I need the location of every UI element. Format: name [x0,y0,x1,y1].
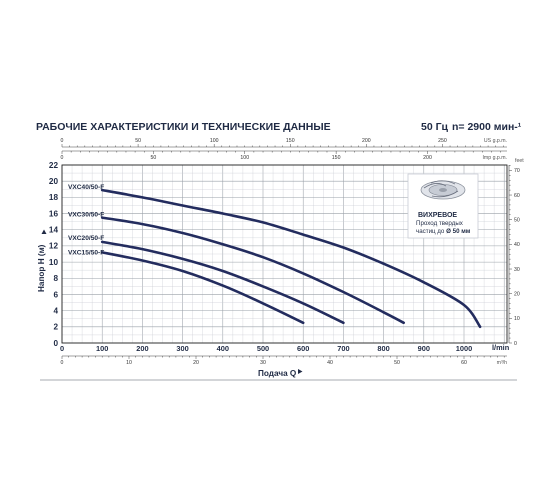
y-tick-label: 18 [49,193,59,202]
m3h-tick-label: 10 [126,360,132,366]
x-tick-label: 600 [297,344,309,353]
x-tick-label: 100 [96,344,108,353]
y-tick-label: 10 [49,258,59,267]
inset-box: ВИХРЕВОЕ Проход твердых частиц до Ø 50 м… [407,173,479,239]
x-tick-label: 300 [176,344,188,353]
inset-line2: частиц до Ø 50 мм [416,228,471,235]
y-tick-label: 14 [49,226,59,235]
y-tick-label: 4 [53,306,58,315]
frequency-label: 50 Гц [421,121,449,133]
curve-label-vxc40-50-f: VXC40/50-F [68,184,104,191]
m3h-tick-label: 40 [327,360,333,366]
y-tick-label: 20 [49,177,59,186]
x-tick-label: 200 [136,344,148,353]
x-tick-label: 900 [418,344,430,353]
imp-tick-label: 100 [240,155,249,161]
feet-tick-label: 60 [514,193,520,199]
x-tick-label: 500 [257,344,269,353]
inset-line2-prefix: частиц до [416,228,446,235]
chart-title: РАБОЧИЕ ХАРАКТЕРИСТИКИ И ТЕХНИЧЕСКИЕ ДАН… [36,121,331,133]
us-tick-label: 100 [210,138,219,144]
y-axis-arrow-icon [41,229,47,234]
m3h-unit-label: m³/h [497,360,507,366]
imp-gpm-axis: 0 50 100 150 200 Imp g.p.m. [61,150,507,161]
feet-tick-label: 20 [514,291,520,297]
x-tick-label: 400 [217,344,229,353]
feet-tick-label: 0 [514,341,517,347]
us-unit-label: US g.p.m. [484,138,507,144]
curve-label-vxc20-50-f: VXC20/50-F [68,235,104,242]
y-axis-ticks: 0 2 4 6 8 10 12 14 16 18 20 22 [49,161,59,348]
m3h-tick-label: 0 [61,360,64,366]
imp-tick-label: 150 [332,155,341,161]
m3h-tick-label: 20 [193,360,199,366]
curve-vxc20-50-f [100,240,345,325]
feet-tick-label: 70 [514,168,520,174]
y-tick-label: 22 [49,161,59,170]
us-tick-label: 250 [438,138,447,144]
feet-tick-label: 10 [514,316,520,322]
curve-label-vxc30-50-f: VXC30/50-F [68,212,104,219]
curve-vxc15-50-f [100,251,305,325]
x-axis-unit: l/min [492,343,510,352]
us-tick-label: 150 [286,138,295,144]
feet-tick-label: 30 [514,267,520,273]
imp-tick-label: 0 [61,155,64,161]
x-tick-label: 700 [337,344,349,353]
m3h-axis: 0 10 20 30 40 50 60 m³/h [61,355,507,366]
feet-unit-label: feet [515,158,524,164]
x-tick-label: 0 [60,344,64,353]
feet-tick-label: 50 [514,217,520,223]
feet-tick-label: 40 [514,242,520,248]
impeller-icon [420,180,466,200]
x-axis-ticks: 0 100 200 300 400 500 600 700 800 900 1000 [60,344,472,353]
curve-label-vxc15-50-f: VXC15/50-F [68,249,104,256]
plot-frame [61,164,508,344]
us-tick-label: 0 [61,138,64,144]
imp-tick-label: 50 [150,155,156,161]
y-tick-label: 2 [53,323,58,332]
x-tick-label: 1000 [456,344,472,353]
inset-line1: Проход твердых [416,220,464,227]
us-tick-label: 200 [362,138,371,144]
curve-vxc30-50-f [100,216,405,325]
curve-vxc40-50-f [100,188,482,329]
y-tick-label: 6 [53,290,58,299]
feet-axis: 0 10 20 30 40 50 60 70 feet [508,158,524,347]
m3h-tick-label: 60 [461,360,467,366]
y-axis-title: Напор H (м) [37,244,46,292]
us-gpm-axis: 0 50 100 150 200 250 US g.p.m. [61,138,507,148]
imp-unit-label: Imp g.p.m. [482,155,507,161]
y-tick-label: 16 [49,209,59,218]
x-tick-label: 800 [377,344,389,353]
imp-tick-label: 200 [423,155,432,161]
inset-title: ВИХРЕВОЕ [418,212,457,219]
us-tick-label: 50 [135,138,141,144]
y-tick-label: 8 [53,274,58,283]
y-tick-label: 12 [49,242,59,251]
m3h-tick-label: 30 [260,360,266,366]
x-axis-title: Подача Q [258,369,297,378]
inset-line2-strong: Ø 50 мм [446,228,471,235]
y-tick-label: 0 [53,339,58,348]
speed-label: n= 2900 мин-¹ [452,121,522,133]
curves-layer: VXC40/50-F VXC30/50-F VXC20/50-F VXC15/50-F [68,184,482,329]
m3h-tick-label: 50 [394,360,400,366]
x-axis-arrow-icon [298,369,303,374]
